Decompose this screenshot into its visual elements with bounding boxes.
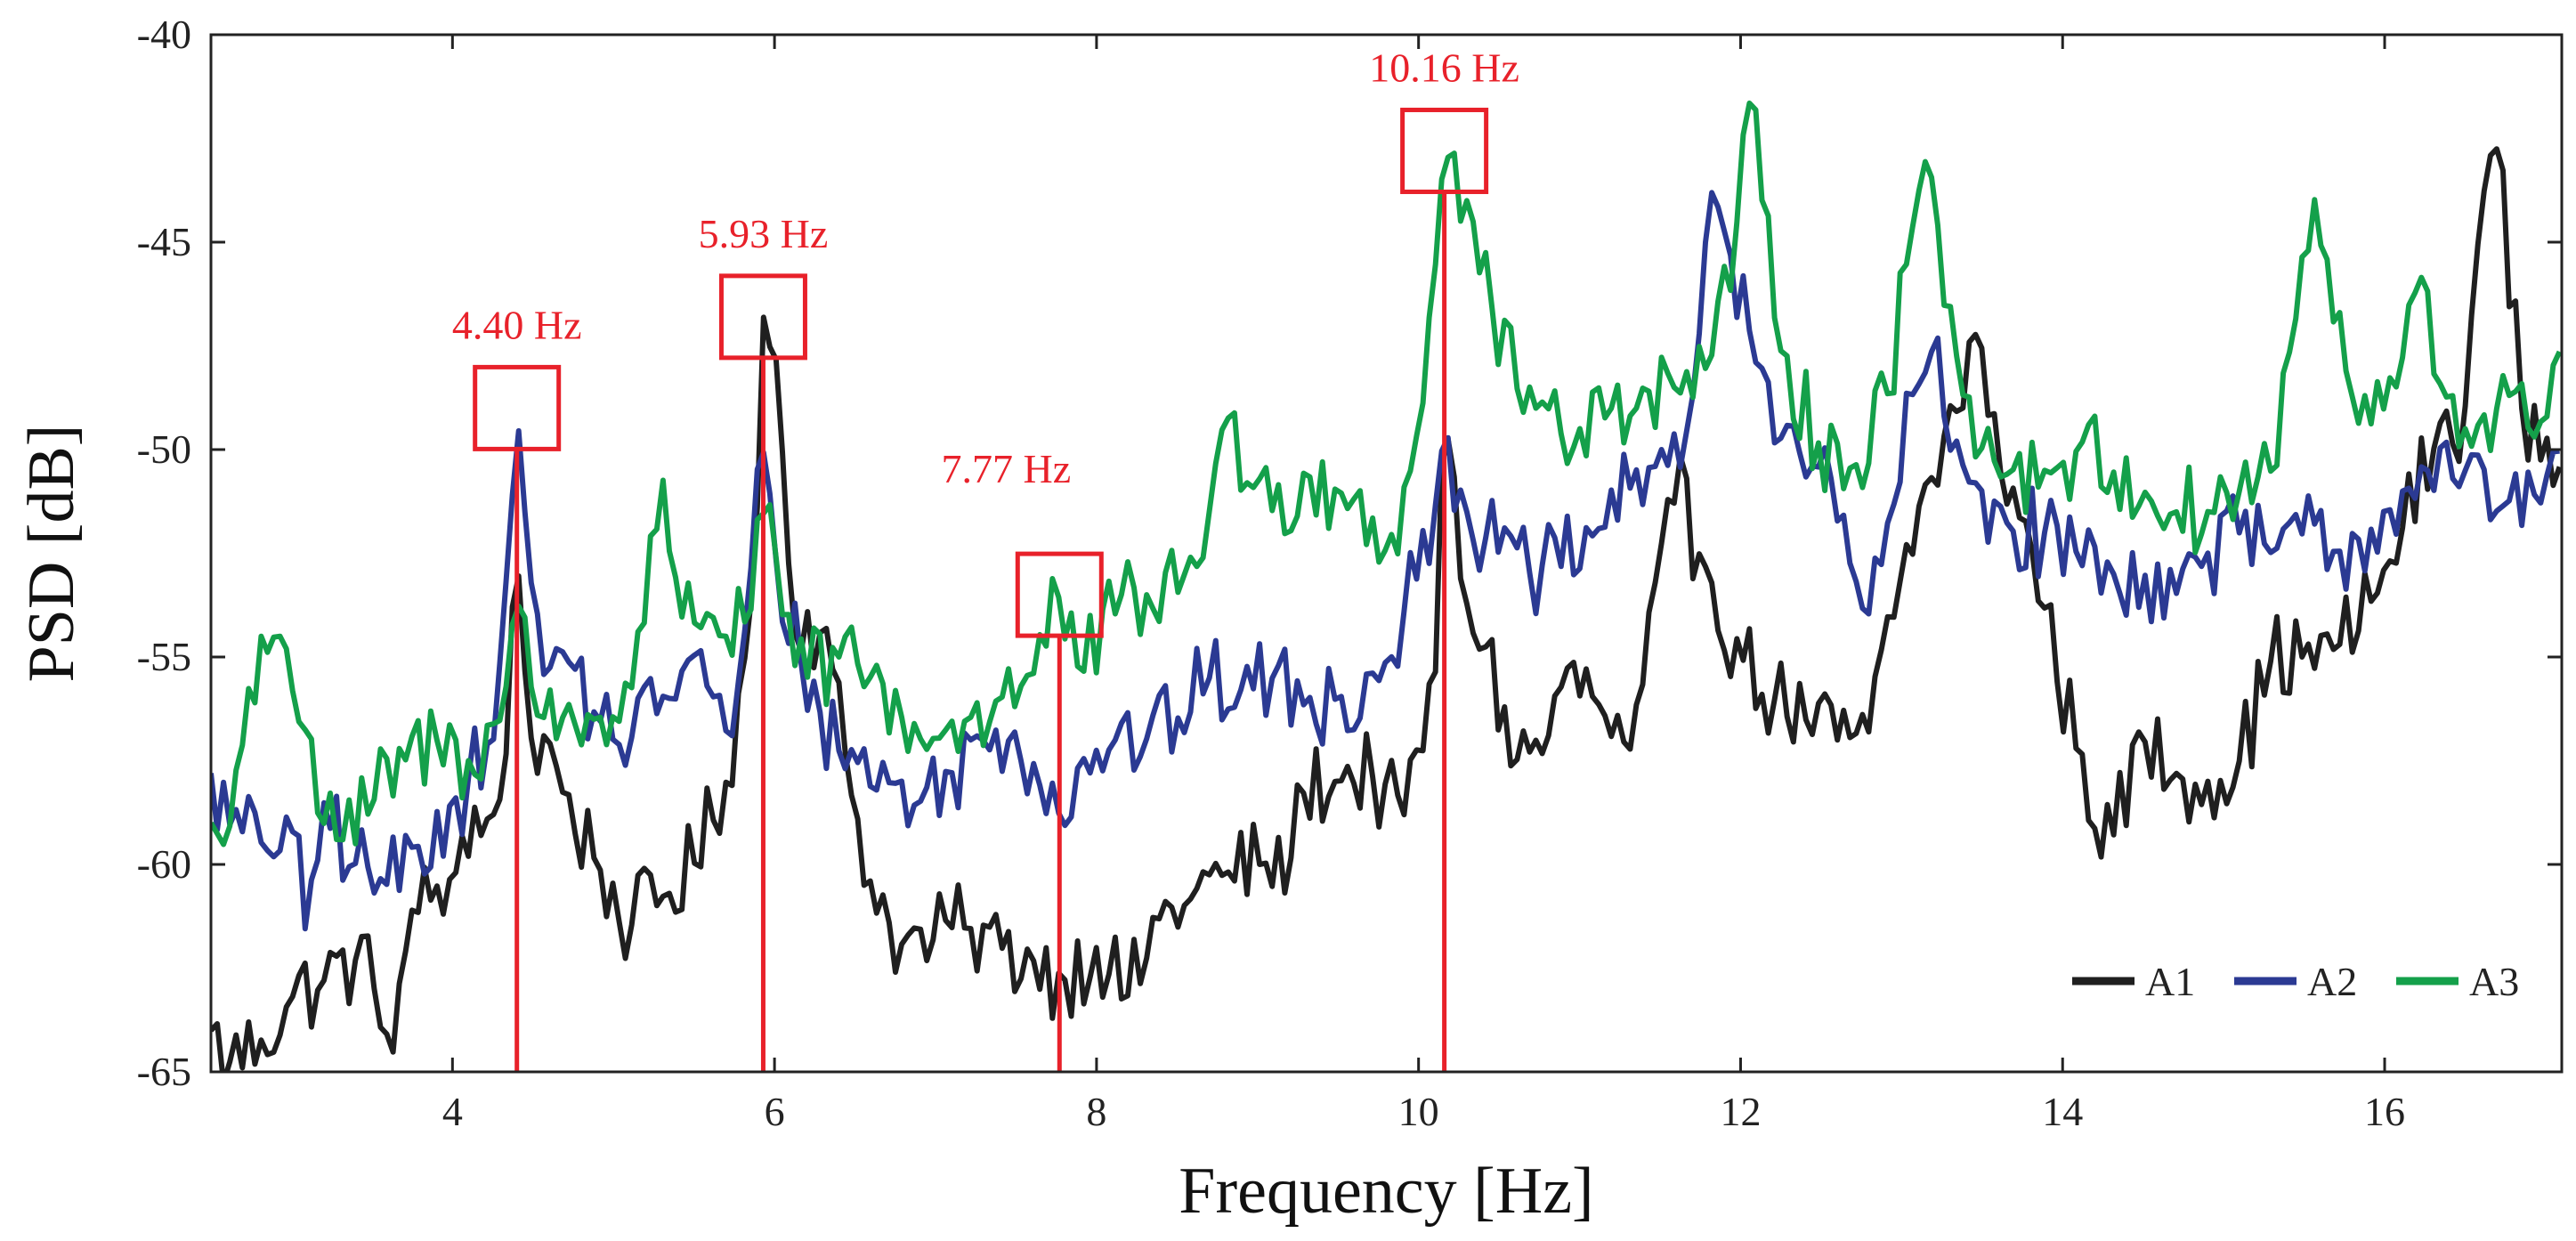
annotation-box-1: [473, 364, 562, 451]
y-tick-label: -50: [137, 426, 191, 472]
y-tick-label: -60: [137, 841, 191, 887]
x-tick-label: 6: [765, 1089, 785, 1134]
x-tick-label: 8: [1086, 1089, 1106, 1134]
x-tick-label: 12: [1720, 1089, 1761, 1134]
y-axis-ticks: -65 -60 -55 -50 -45 -40: [137, 12, 2562, 1094]
annotation-label-4: 10.16 Hz: [1369, 45, 1519, 90]
x-axis-label: Frequency [Hz]: [1179, 1155, 1593, 1228]
x-tick-label: 4: [442, 1089, 463, 1134]
annotation-layer: 4.40 Hz 5.93 Hz 7.77 Hz 10.16 Hz: [452, 45, 1519, 1072]
plot-frame: [209, 33, 2564, 1074]
series-layer: [211, 100, 2562, 1072]
series-line-a2: [211, 190, 2560, 932]
y-tick-label: -40: [137, 12, 191, 57]
series-line-a3: [211, 100, 2562, 848]
y-tick-label: -45: [137, 219, 191, 264]
annotation-label-1: 4.40 Hz: [452, 302, 582, 347]
annotation-box-3: [1015, 551, 1104, 638]
y-tick-label: -55: [137, 634, 191, 679]
x-axis-ticks: 4 6 8 10 12 14 16: [442, 35, 2405, 1134]
legend-label-a3: A3: [2469, 959, 2519, 1004]
legend: A1 A2 A3: [2072, 959, 2519, 1004]
legend-label-a2: A2: [2307, 959, 2357, 1004]
x-tick-label: 14: [2042, 1089, 2083, 1134]
annotation-label-3: 7.77 Hz: [941, 446, 1071, 491]
annotation-box-4: [1400, 107, 1489, 194]
legend-label-a1: A1: [2145, 959, 2195, 1004]
annotation-box-2: [718, 273, 807, 361]
x-tick-label: 10: [1398, 1089, 1439, 1134]
annotation-label-2: 5.93 Hz: [699, 211, 829, 256]
y-tick-label: -65: [137, 1049, 191, 1094]
x-tick-label: 16: [2364, 1089, 2405, 1134]
series-line-a1: [211, 146, 2562, 1072]
y-axis-label: PSD [dB]: [15, 425, 88, 683]
